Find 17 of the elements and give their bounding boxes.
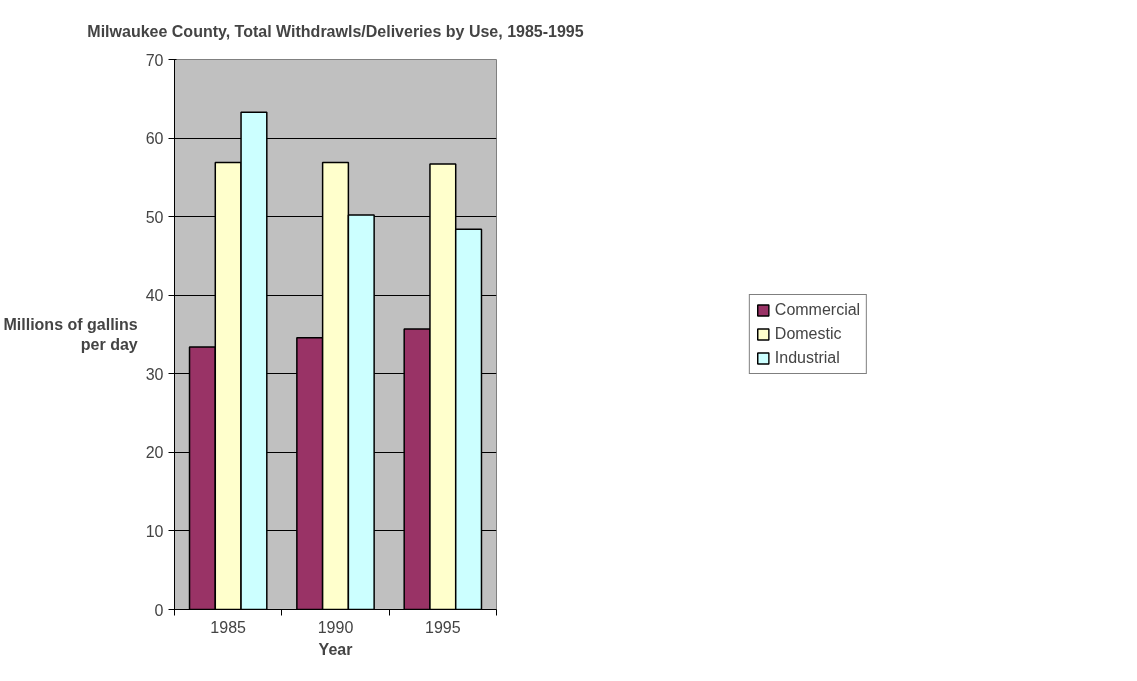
y-tick-label: 10 [145,522,164,540]
x-tick-label: 1995 [425,618,461,636]
x-axis-title: Year [318,640,353,658]
y-axis-title: Millions of gallins per day [3,315,138,354]
x-tick-label: 1985 [210,618,247,636]
legend-label: Commercial [774,301,861,319]
legend-label: Industrial [774,349,840,367]
y-tick-label: 20 [145,444,164,462]
y-tick-label: 30 [145,365,164,383]
y-tick-label: 0 [154,601,164,619]
x-tick-label: 1990 [317,618,354,636]
y-tick-label: 70 [145,51,164,69]
y-tick-label: 60 [145,130,164,148]
y-tick-label: 50 [145,208,164,226]
chart-title: Milwaukee County, Total Withdrawls/Deliveries by Use, 1985-1995 [87,22,584,40]
legend-label: Domestic [774,325,842,343]
y-tick-label: 40 [145,287,164,305]
